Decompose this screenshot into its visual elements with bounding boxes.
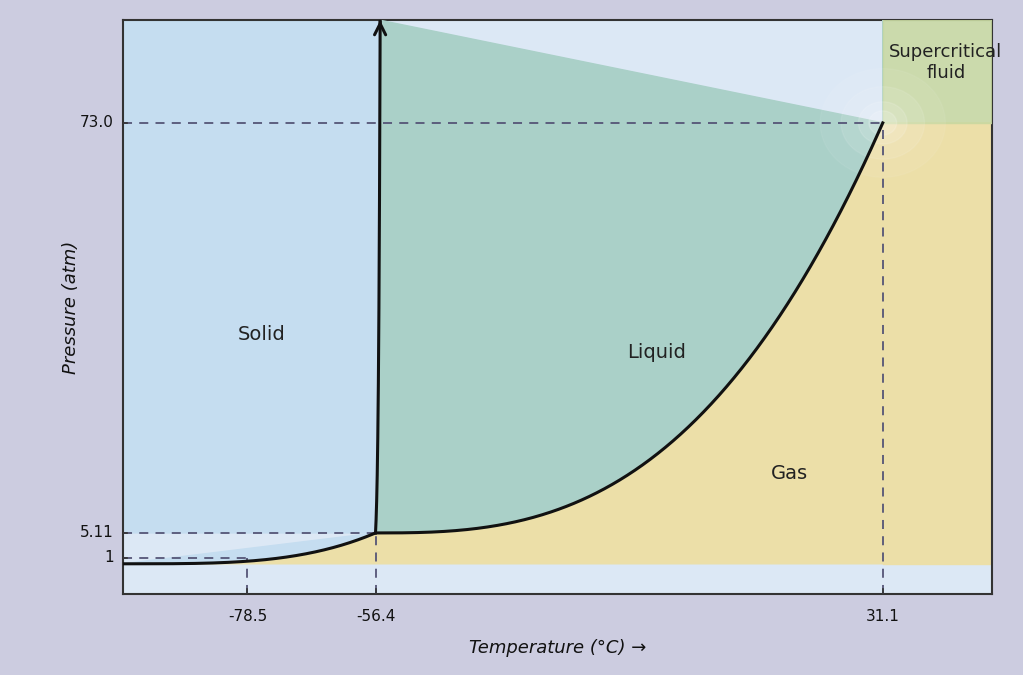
Polygon shape — [123, 20, 381, 533]
Text: 31.1: 31.1 — [865, 609, 899, 624]
Ellipse shape — [841, 86, 925, 159]
Text: -78.5: -78.5 — [228, 609, 267, 624]
Ellipse shape — [820, 69, 945, 178]
Text: Liquid: Liquid — [627, 343, 685, 362]
Polygon shape — [123, 123, 992, 564]
Polygon shape — [375, 20, 883, 533]
Ellipse shape — [858, 102, 907, 144]
Text: Pressure (atm): Pressure (atm) — [61, 240, 80, 374]
Text: 5.11: 5.11 — [81, 525, 115, 541]
Text: 1: 1 — [104, 550, 115, 565]
Text: 73.0: 73.0 — [80, 115, 115, 130]
Text: -56.4: -56.4 — [356, 609, 395, 624]
Text: Supercritical
fluid: Supercritical fluid — [889, 43, 1003, 82]
Polygon shape — [883, 123, 992, 564]
Polygon shape — [883, 20, 992, 123]
Ellipse shape — [869, 111, 896, 135]
Polygon shape — [123, 20, 381, 564]
Text: Solid: Solid — [238, 325, 285, 344]
Text: Temperature (°C) →: Temperature (°C) → — [469, 639, 647, 657]
Text: Gas: Gas — [771, 464, 808, 483]
